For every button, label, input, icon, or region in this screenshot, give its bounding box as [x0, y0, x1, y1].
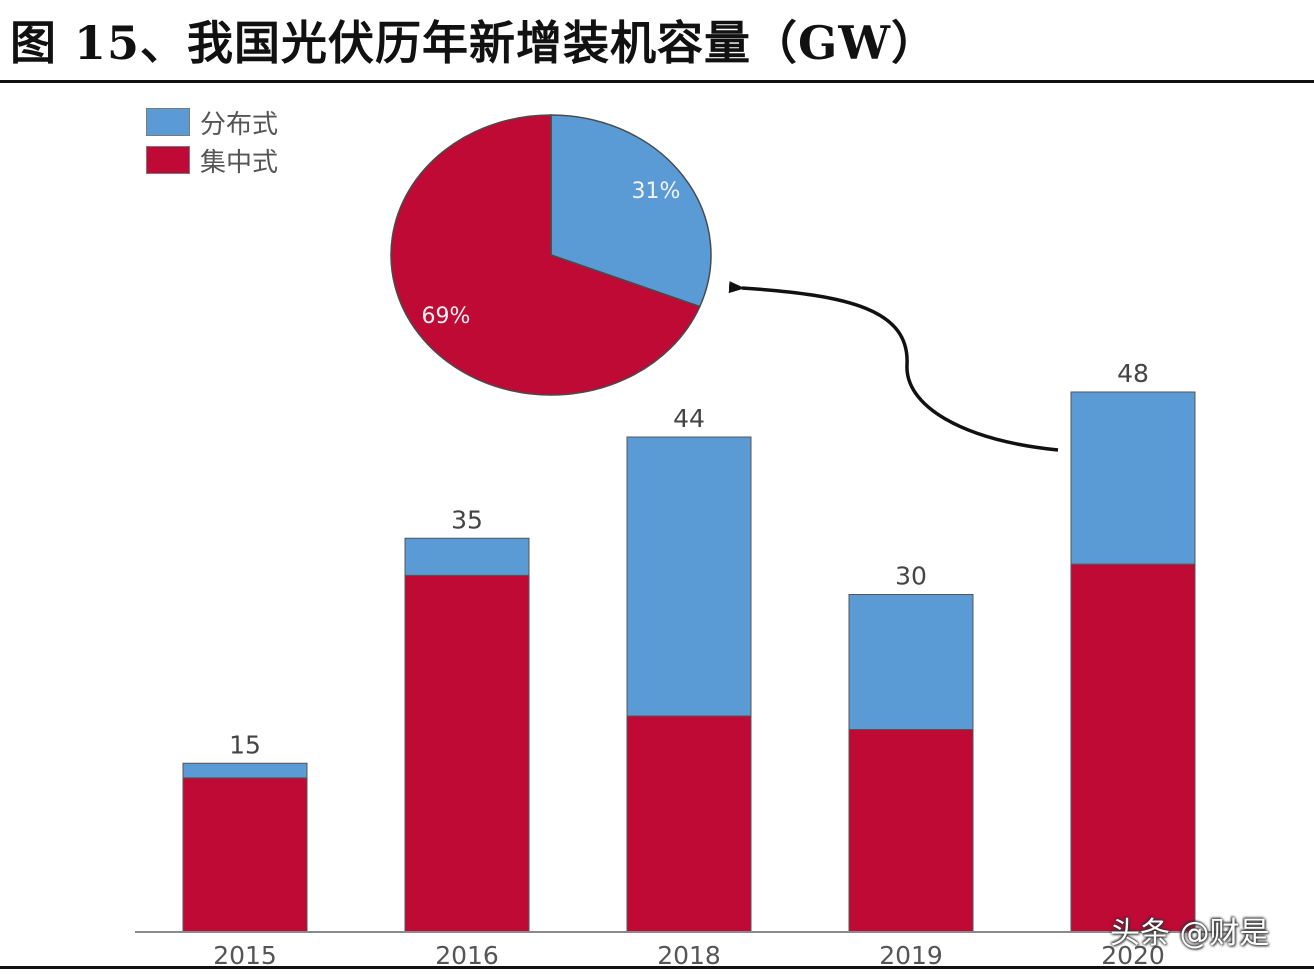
bar-segment-centralized-2015	[182, 777, 308, 933]
legend-swatch-distributed	[146, 108, 190, 136]
pie-value-label-distributed: 31%	[632, 179, 681, 204]
bar-total-label-2016: 35	[451, 505, 483, 534]
pie-value-label-centralized: 69%	[422, 304, 471, 329]
pie-slice-distributed	[550, 114, 712, 308]
pie-chart: 31% 69%	[390, 114, 712, 396]
bar-segment-centralized-2016	[404, 574, 530, 933]
bottom-divider	[0, 966, 1314, 969]
bar-total-label-2018: 44	[673, 404, 705, 433]
bar-segment-distributed-2020	[1070, 391, 1196, 565]
bar-segment-distributed-2016	[404, 537, 530, 576]
legend-label-centralized: 集中式	[200, 147, 279, 178]
bar-chart: 15 2015 35 2016 44 2018 30 2019 48 2020	[182, 359, 1196, 970]
bar-total-label-2015: 15	[229, 730, 261, 759]
bar-segment-centralized-2019	[848, 729, 974, 933]
bar-segment-distributed-2015	[182, 762, 308, 779]
x-tick-label-2019: 2019	[879, 941, 943, 970]
legend-label-distributed: 分布式	[200, 109, 279, 140]
bar-segment-centralized-2020	[1070, 563, 1196, 933]
legend-swatch-centralized	[146, 146, 190, 174]
x-tick-label-2020: 2020	[1101, 941, 1165, 970]
legend-item-centralized: 集中式	[146, 145, 278, 178]
bar-total-label-2019: 30	[895, 562, 927, 591]
legend-item-distributed: 分布式	[146, 107, 278, 140]
bar-segment-distributed-2019	[848, 594, 974, 730]
x-tick-label-2015: 2015	[213, 941, 277, 970]
x-tick-label-2016: 2016	[435, 941, 499, 970]
bar-segment-centralized-2018	[626, 715, 752, 933]
watermark: 头条 @财是	[1110, 916, 1270, 951]
x-tick-label-2018: 2018	[657, 941, 721, 970]
callout-arrow	[728, 281, 1059, 452]
pie-slice-centralized	[390, 114, 701, 396]
title-divider	[0, 80, 1314, 83]
bar-total-label-2020: 48	[1117, 359, 1149, 388]
chart-title: 图 15、我国光伏历年新增装机容量（GW）	[10, 16, 938, 70]
bar-segment-distributed-2018	[626, 436, 752, 717]
